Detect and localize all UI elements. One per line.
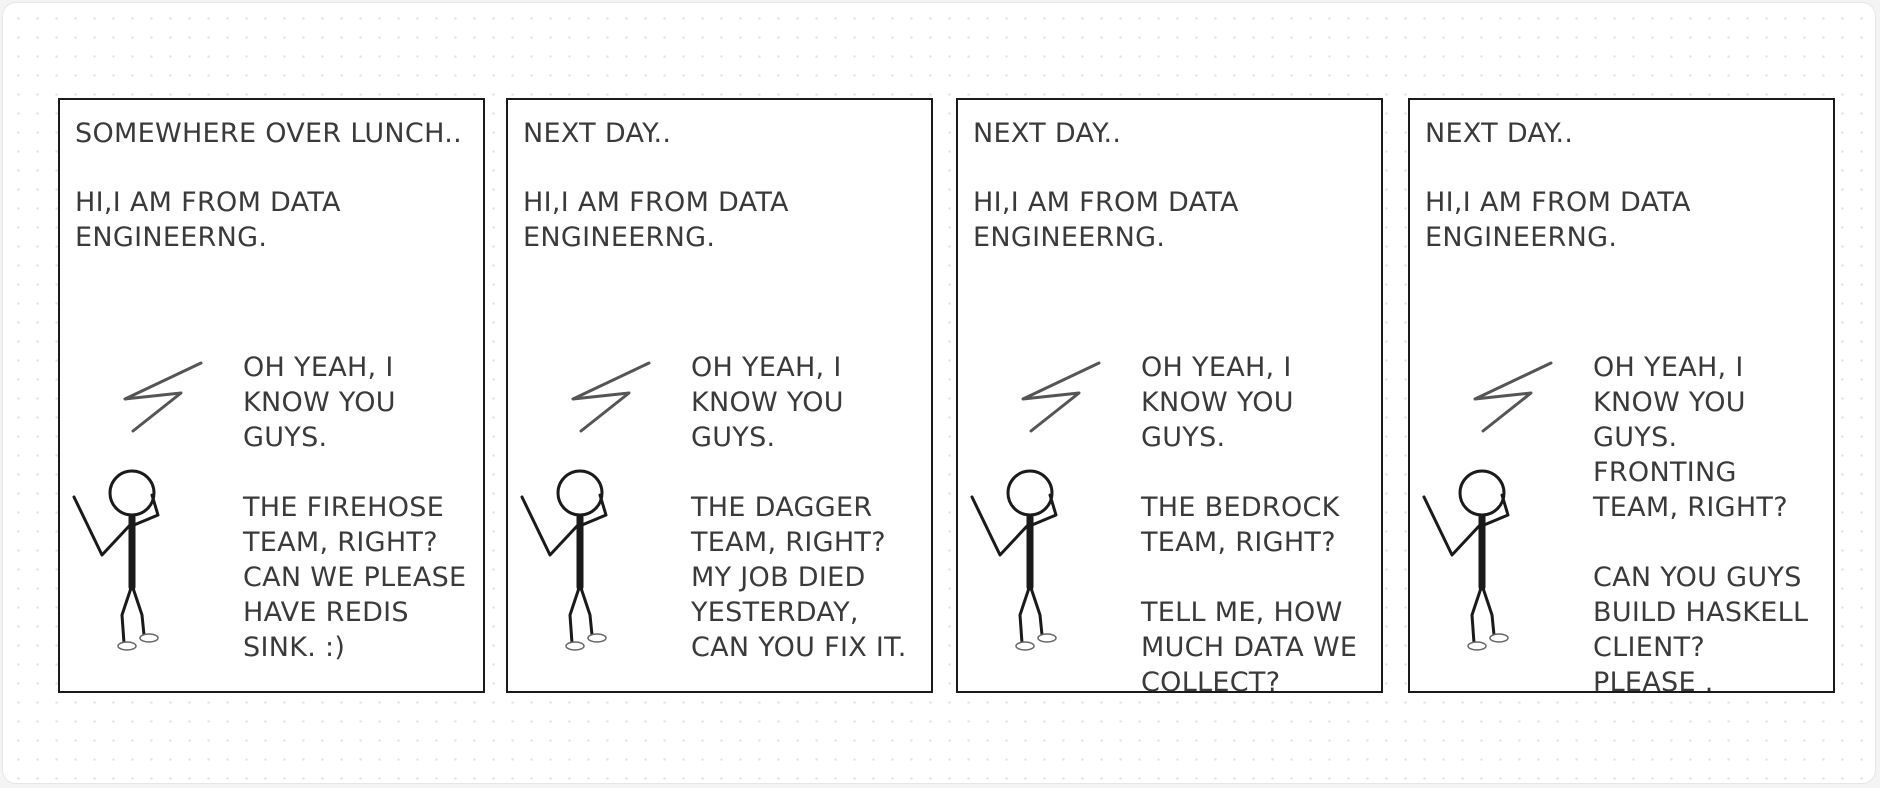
speaker-line-intro: HI,I AM FROM DATA ENGINEERNG. [973,187,1239,253]
comic-panel-2: NEXT DAY.. HI,I AM FROM DATA ENGINEERNG.… [506,98,933,693]
reply-part-2: THE FIREHOSE TEAM, RIGHT? CAN WE PLEASE … [243,492,467,663]
speaker-line-intro: HI,I AM FROM DATA ENGINEERNG. [523,187,789,253]
speaker-reply: OH YEAH, I KNOW YOU GUYS. FRONTING TEAM,… [1593,315,1809,693]
offscreen-speaker-squiggle-icon [123,361,203,433]
comic-panel-3: NEXT DAY.. HI,I AM FROM DATA ENGINEERNG.… [956,98,1383,693]
reply-part-1: OH YEAH, I KNOW YOU GUYS. [243,352,396,453]
panel-caption: NEXT DAY.. [1425,118,1574,149]
speaker-reply: OH YEAH, I KNOW YOU GUYS. THE FIREHOSE TE… [243,315,466,665]
reply-part-2: THE DAGGER TEAM, RIGHT? MY JOB DIED YEST… [691,492,907,663]
panel-caption: NEXT DAY.. [523,118,672,149]
stick-figure-icon [970,469,1058,651]
panel-caption: SOMEWHERE OVER LUNCH.. [75,118,462,149]
offscreen-speaker-squiggle-icon [571,361,651,433]
offscreen-speaker-squiggle-icon [1021,361,1101,433]
speaker-line-intro: HI,I AM FROM DATA ENGINEERNG. [1425,187,1691,253]
reply-part-2: CAN YOU GUYS BUILD HASKELL CLIENT? PLEAS… [1593,562,1809,693]
comic-panel-1: SOMEWHERE OVER LUNCH.. HI,I AM FROM DATA… [58,98,485,693]
reply-part-1: OH YEAH, I KNOW YOU GUYS. FRONTING TEAM,… [1593,352,1788,523]
panel-caption: NEXT DAY.. [973,118,1122,149]
reply-part-2: THE BEDROCK TEAM, RIGHT? TELL ME, HOW MU… [1141,492,1358,693]
speaker-reply: OH YEAH, I KNOW YOU GUYS. THE BEDROCK TEA… [1141,315,1358,693]
reply-part-1: OH YEAH, I KNOW YOU GUYS. [1141,352,1294,453]
reply-part-1: OH YEAH, I KNOW YOU GUYS. [691,352,844,453]
offscreen-speaker-squiggle-icon [1473,361,1553,433]
stick-figure-icon [72,469,160,651]
stick-figure-icon [1422,469,1510,651]
stick-figure-icon [520,469,608,651]
speaker-reply: OH YEAH, I KNOW YOU GUYS. THE DAGGER TEAM… [691,315,907,665]
comic-panel-4: NEXT DAY.. HI,I AM FROM DATA ENGINEERNG.… [1408,98,1835,693]
speaker-line-intro: HI,I AM FROM DATA ENGINEERNG. [75,187,341,253]
